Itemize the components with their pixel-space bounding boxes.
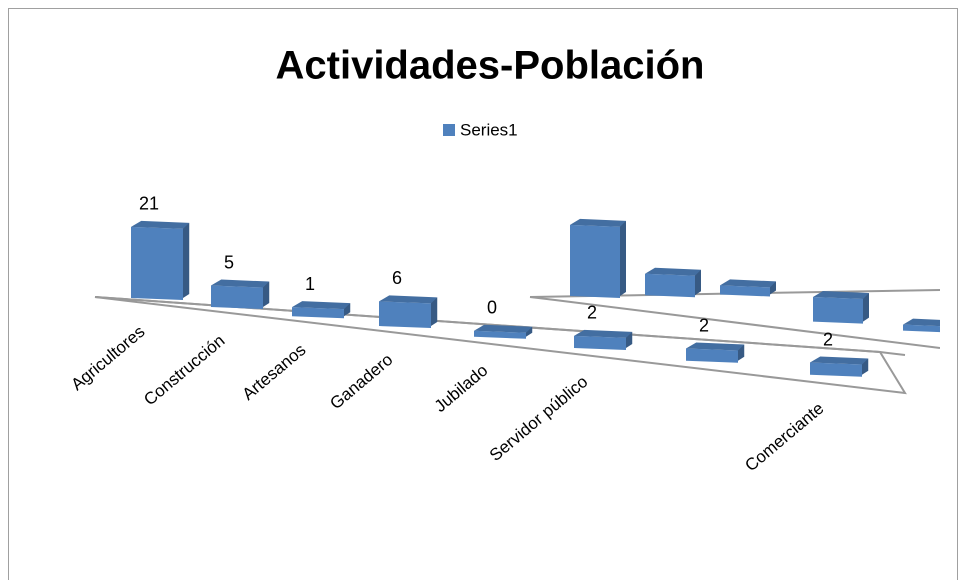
bar — [810, 356, 869, 377]
bar — [292, 301, 351, 319]
bar-front — [570, 224, 620, 298]
bar-top — [474, 324, 533, 333]
bar — [645, 267, 701, 298]
bar — [474, 324, 533, 339]
bar-front — [645, 273, 695, 298]
bar — [686, 342, 745, 363]
value-label: 2 — [699, 315, 709, 335]
bar-side — [263, 281, 270, 308]
bar-side — [526, 326, 533, 337]
ghost-floor — [529, 296, 940, 349]
legend-label: Series1 — [460, 120, 518, 139]
bar-top — [813, 290, 869, 299]
bar-front — [686, 348, 738, 363]
bar-front — [813, 296, 863, 324]
floor-edge — [94, 296, 906, 356]
value-label: 21 — [139, 194, 159, 214]
bar-side — [620, 220, 626, 296]
value-label: 2 — [587, 303, 597, 323]
bar-front — [574, 335, 626, 351]
bar-front — [720, 285, 770, 297]
value-label: 2 — [823, 329, 833, 349]
bar-top — [720, 279, 776, 288]
value-label: 0 — [487, 298, 497, 318]
bar — [720, 279, 776, 297]
bar-front — [211, 285, 263, 310]
bar-front — [379, 301, 431, 329]
bar-top — [211, 279, 270, 288]
bar-side — [695, 269, 701, 296]
bar — [813, 290, 869, 324]
bar — [903, 318, 940, 333]
bar-top — [686, 342, 745, 351]
bar-front — [903, 324, 940, 333]
bar-top — [292, 301, 351, 310]
bar-top — [810, 356, 869, 365]
bar-front — [292, 307, 344, 319]
bar-side — [183, 222, 190, 298]
value-label: 1 — [305, 274, 315, 294]
bar — [379, 295, 438, 329]
bar-front — [810, 362, 862, 377]
value-label: 6 — [392, 268, 402, 288]
bar — [570, 218, 626, 298]
chart-title: Actividades-Población — [276, 44, 705, 88]
bar-top — [379, 295, 438, 304]
bar-top — [903, 318, 940, 327]
plot — [94, 218, 940, 395]
bar-side — [431, 297, 438, 327]
bar — [574, 329, 633, 351]
bar-top — [131, 220, 190, 229]
value-label: 5 — [224, 252, 234, 272]
bar — [131, 220, 190, 300]
bar-front — [474, 330, 526, 339]
bar-side — [863, 292, 869, 322]
legend-swatch — [443, 124, 455, 136]
bar-top — [574, 329, 633, 338]
bar — [211, 279, 270, 310]
bar-front — [131, 226, 183, 300]
bar-top — [570, 218, 626, 227]
bar-top — [645, 267, 701, 276]
